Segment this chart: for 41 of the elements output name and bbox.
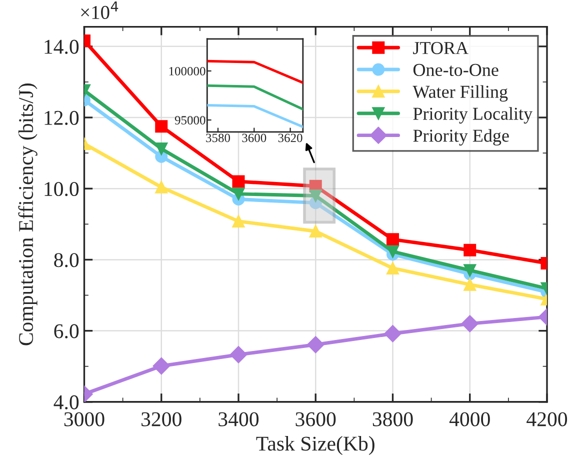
point	[307, 336, 324, 354]
legend-label: JTORA	[413, 42, 468, 54]
point	[309, 189, 322, 202]
y-tick-label: 6.0	[54, 324, 79, 338]
legend-label: Priority Locality	[413, 107, 532, 124]
point	[309, 225, 322, 238]
x-tick-label: 4000	[449, 412, 490, 426]
x-tick-label: 3800	[372, 412, 413, 426]
y-tick-label: 10.0	[44, 182, 79, 196]
legend-label: Water Filling	[412, 85, 508, 102]
y-tick-label: 12.0	[44, 110, 79, 126]
point	[232, 215, 245, 228]
y-axis-title: Computation Efficiency (bits/J)	[18, 84, 38, 346]
y-tick-label: 100000	[169, 66, 206, 76]
legend-label: Priority Edge	[413, 129, 509, 146]
y-tick-label: 8.0	[54, 253, 79, 268]
x-tick-label: 3580	[206, 134, 230, 142]
text: ×10$^{4}$	[81, 1, 118, 20]
x-tick-label: 3600	[242, 134, 266, 142]
point	[386, 233, 399, 246]
y-tick-label: 14.0	[44, 40, 79, 54]
x-tick-label: 3200	[142, 412, 182, 426]
point	[152, 357, 170, 375]
point	[155, 142, 168, 156]
x-axis-title: Task Size(Kb)	[256, 436, 374, 455]
y-tick-label: 95000	[174, 116, 206, 124]
legend-label: One-to-One	[413, 64, 498, 76]
point	[155, 180, 168, 194]
x-tick-label: 3400	[218, 412, 259, 426]
point	[232, 188, 245, 200]
point	[155, 120, 168, 133]
point	[384, 325, 402, 342]
x-tick-label: 3600	[296, 412, 336, 426]
x-tick-label: 3000	[64, 412, 104, 426]
point	[386, 262, 399, 274]
point	[232, 175, 245, 188]
point	[230, 346, 248, 364]
y-tick-label: 4.0	[54, 395, 79, 410]
x-tick-label: 4200	[526, 412, 568, 426]
x-tick-label: 3620	[278, 134, 302, 142]
point	[386, 245, 399, 258]
